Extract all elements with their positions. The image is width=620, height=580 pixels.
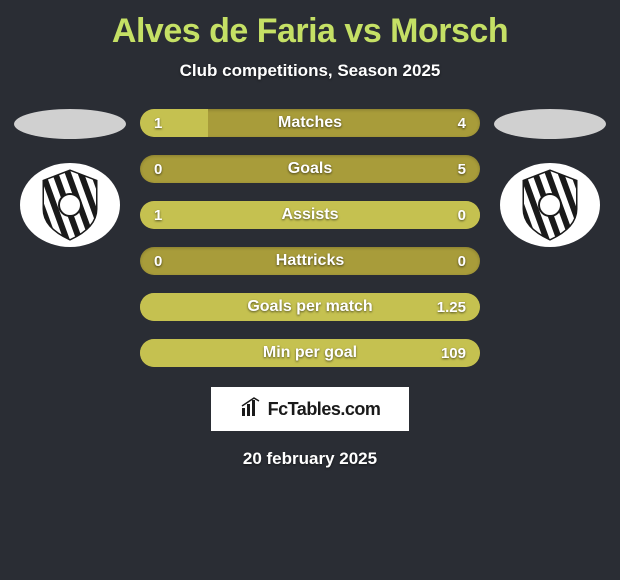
player-right-avatar (494, 109, 606, 139)
stat-value-right: 0 (458, 207, 466, 224)
stat-bar: Goals per match 1.25 (140, 293, 480, 321)
stat-bar: 1 Assists 0 (140, 201, 480, 229)
stat-value-right: 109 (441, 345, 466, 362)
stat-value-right: 1.25 (437, 299, 466, 316)
stat-bar: 0 Hattricks 0 (140, 247, 480, 275)
stat-label: Goals (288, 160, 332, 178)
stat-label: Matches (278, 114, 342, 132)
player-right-col (490, 109, 610, 247)
page-title: Alves de Faria vs Morsch (112, 12, 508, 51)
striped-shield-icon (30, 165, 110, 245)
player-left-club-badge (20, 163, 120, 247)
stat-value-left: 0 (154, 161, 162, 178)
chart-icon (240, 396, 262, 422)
stat-label: Assists (282, 206, 339, 224)
stat-label: Hattricks (276, 252, 344, 270)
subtitle: Club competitions, Season 2025 (180, 61, 441, 81)
player-right-club-badge (500, 163, 600, 247)
stat-bar: 1 Matches 4 (140, 109, 480, 137)
stat-label: Goals per match (247, 298, 372, 316)
striped-shield-icon (510, 165, 590, 245)
stats-container: 1 Matches 4 0 Goals 5 1 Assists 0 0 Hattricks 0 Goal… (140, 109, 480, 367)
footer-brand-logo: FcTables.com (211, 387, 409, 431)
player-left-col (10, 109, 130, 247)
footer-brand-text: FcTables.com (268, 399, 381, 420)
stat-bar: 0 Goals 5 (140, 155, 480, 183)
stat-value-right: 5 (458, 161, 466, 178)
stat-value-left: 0 (154, 253, 162, 270)
footer-date: 20 february 2025 (243, 449, 377, 469)
stat-value-left: 1 (154, 207, 162, 224)
comparison-row: 1 Matches 4 0 Goals 5 1 Assists 0 0 Hattricks 0 Goal… (0, 109, 620, 367)
player-left-avatar (14, 109, 126, 139)
stat-value-right: 0 (458, 253, 466, 270)
stat-bar: Min per goal 109 (140, 339, 480, 367)
stat-value-right: 4 (458, 115, 466, 132)
stat-value-left: 1 (154, 115, 162, 132)
stat-fill-left (140, 109, 208, 137)
stat-label: Min per goal (263, 344, 357, 362)
